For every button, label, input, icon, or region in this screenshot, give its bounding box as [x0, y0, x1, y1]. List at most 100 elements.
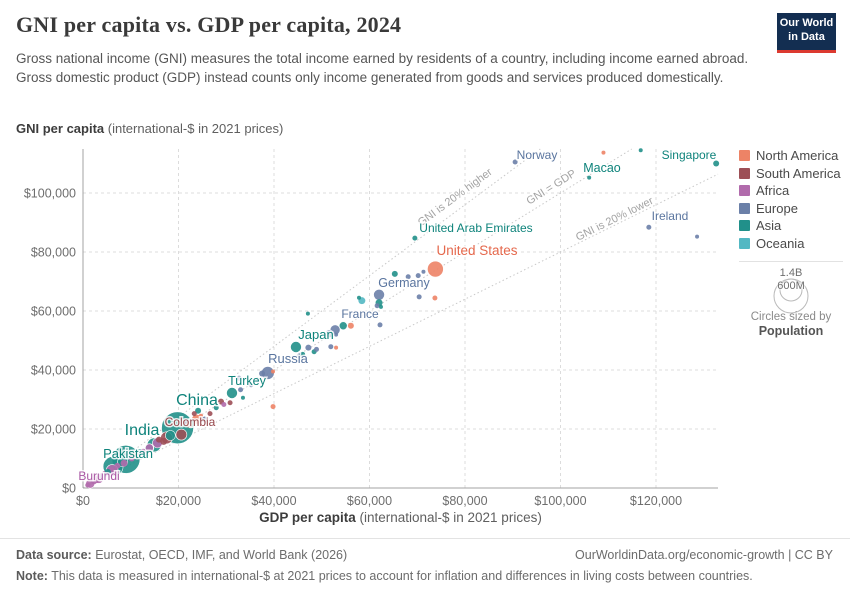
data-point-dot[interactable] — [165, 430, 176, 441]
country-label-japan[interactable]: Japan — [297, 326, 335, 344]
x-axis-title-bold: GDP per capita — [259, 510, 356, 525]
country-label-france[interactable]: France — [340, 306, 381, 323]
data-point-dot[interactable] — [236, 375, 242, 381]
legend-divider — [739, 261, 843, 262]
data-point-dot[interactable] — [213, 405, 219, 411]
data-point-dot[interactable] — [201, 416, 208, 423]
data-point-dot[interactable] — [416, 294, 422, 300]
data-point-dot[interactable] — [313, 346, 319, 352]
data-point-dot[interactable] — [391, 270, 398, 277]
data-point-dot[interactable] — [221, 402, 227, 408]
data-point-dot[interactable] — [328, 344, 334, 350]
data-point-dot[interactable] — [305, 344, 312, 351]
data-point-ireland[interactable] — [646, 224, 652, 230]
data-point-dot[interactable] — [334, 332, 339, 337]
data-point-dot[interactable] — [191, 411, 197, 417]
data-point-dot[interactable] — [259, 370, 266, 377]
data-point-dot[interactable] — [405, 274, 411, 280]
data-point-dot[interactable] — [238, 387, 244, 393]
size-legend-caption: Circles sized by — [750, 311, 832, 323]
country-label-norway[interactable]: Norway — [515, 147, 559, 164]
country-label-macao[interactable]: Macao — [582, 160, 623, 177]
data-point-dot[interactable] — [255, 377, 261, 383]
data-source-line: Data source: Eurostat, OECD, IMF, and Wo… — [16, 548, 347, 562]
data-point-dot[interactable] — [114, 462, 121, 469]
size-legend-small-label: 600M — [777, 280, 805, 292]
legend-item-asia[interactable]: Asia — [739, 217, 841, 235]
country-label-singapore[interactable]: Singapore — [660, 147, 718, 164]
owid-link[interactable]: OurWorldinData.org/economic-growth | CC … — [575, 548, 833, 562]
country-label-germany[interactable]: Germany — [377, 275, 432, 292]
data-point-dot[interactable] — [101, 473, 107, 479]
data-point-dot[interactable] — [421, 269, 426, 274]
data-point-dot[interactable] — [638, 148, 643, 153]
data-point-dot[interactable] — [377, 322, 383, 328]
size-legend-big-label: 1.4B — [779, 267, 803, 279]
data-point-dot[interactable] — [270, 404, 276, 410]
country-label-united-states[interactable]: United States — [435, 242, 519, 260]
reference-line — [82, 148, 541, 489]
legend-label-europe: Europe — [756, 200, 798, 216]
data-point-dot[interactable] — [271, 369, 276, 374]
data-point-dot[interactable] — [601, 150, 606, 155]
y-axis-title: GNI per capita (international-$ in 2021 … — [16, 121, 283, 136]
data-point-dot[interactable] — [132, 452, 139, 459]
data-point-united-arab-emirates[interactable] — [412, 235, 418, 241]
data-point-dot[interactable] — [305, 311, 310, 316]
legend-item-north_america[interactable]: North America — [739, 147, 841, 165]
data-point-dot[interactable] — [378, 304, 383, 309]
data-point-dot[interactable] — [140, 448, 147, 455]
owid-logo[interactable]: Our World in Data — [777, 13, 836, 53]
data-point-dot[interactable] — [338, 321, 348, 331]
data-point-dot[interactable] — [415, 273, 421, 279]
data-point-colombia[interactable] — [175, 428, 188, 441]
legend-swatch-oceania — [739, 237, 750, 249]
data-point-dot[interactable] — [120, 459, 128, 467]
country-label-colombia[interactable]: Colombia — [163, 414, 217, 431]
data-point-dot[interactable] — [347, 322, 354, 329]
legend-item-oceania[interactable]: Oceania — [739, 235, 841, 253]
legend-item-south_america[interactable]: South America — [739, 165, 841, 183]
data-point-germany[interactable] — [373, 288, 385, 301]
y-tick-label: $80,000 — [31, 246, 76, 260]
x-tick-label: $80,000 — [442, 494, 487, 508]
data-point-norway[interactable] — [512, 159, 518, 165]
data-point-dot[interactable] — [195, 407, 202, 414]
data-point-japan[interactable] — [290, 341, 302, 353]
country-label-ireland[interactable]: Ireland — [650, 208, 690, 225]
data-point-dot[interactable] — [90, 478, 97, 485]
data-point-turkey[interactable] — [226, 387, 238, 399]
data-point-dot[interactable] — [198, 413, 203, 418]
data-point-united-states[interactable] — [427, 260, 444, 278]
data-point-burundi[interactable] — [85, 482, 91, 488]
data-point-dot[interactable] — [145, 443, 154, 453]
data-point-dot[interactable] — [248, 382, 254, 388]
data-point-dot[interactable] — [186, 421, 193, 428]
data-point-dot[interactable] — [240, 395, 245, 400]
country-label-burundi[interactable]: Burundi — [77, 468, 121, 485]
country-label-turkey[interactable]: Turkey — [227, 373, 268, 390]
data-point-dot[interactable] — [227, 400, 233, 406]
data-point-dot[interactable] — [432, 295, 438, 301]
country-label-china[interactable]: China — [175, 391, 220, 411]
data-point-dot[interactable] — [695, 234, 700, 239]
country-label-pakistan[interactable]: Pakistan — [102, 445, 155, 463]
population-size-legend-circles — [773, 278, 809, 314]
legend-item-africa[interactable]: Africa — [739, 182, 841, 200]
data-point-dot[interactable] — [334, 345, 339, 350]
data-point-dot[interactable] — [155, 436, 162, 443]
data-point-dot[interactable] — [300, 351, 306, 357]
data-point-dot[interactable] — [374, 303, 380, 309]
country-label-russia[interactable]: Russia — [267, 350, 311, 368]
country-label-india[interactable]: India — [123, 421, 161, 441]
data-point-dot[interactable] — [356, 295, 361, 300]
country-label-united-arab-emirates[interactable]: United Arab Emirates — [418, 220, 534, 237]
legend-item-europe[interactable]: Europe — [739, 200, 841, 218]
data-point-dot[interactable] — [207, 411, 213, 417]
data-point-dot[interactable] — [160, 437, 168, 445]
data-point-dot[interactable] — [104, 468, 111, 475]
data-point-dot[interactable] — [324, 329, 334, 339]
data-point-singapore[interactable] — [713, 160, 720, 167]
data-point-macao[interactable] — [587, 175, 592, 180]
